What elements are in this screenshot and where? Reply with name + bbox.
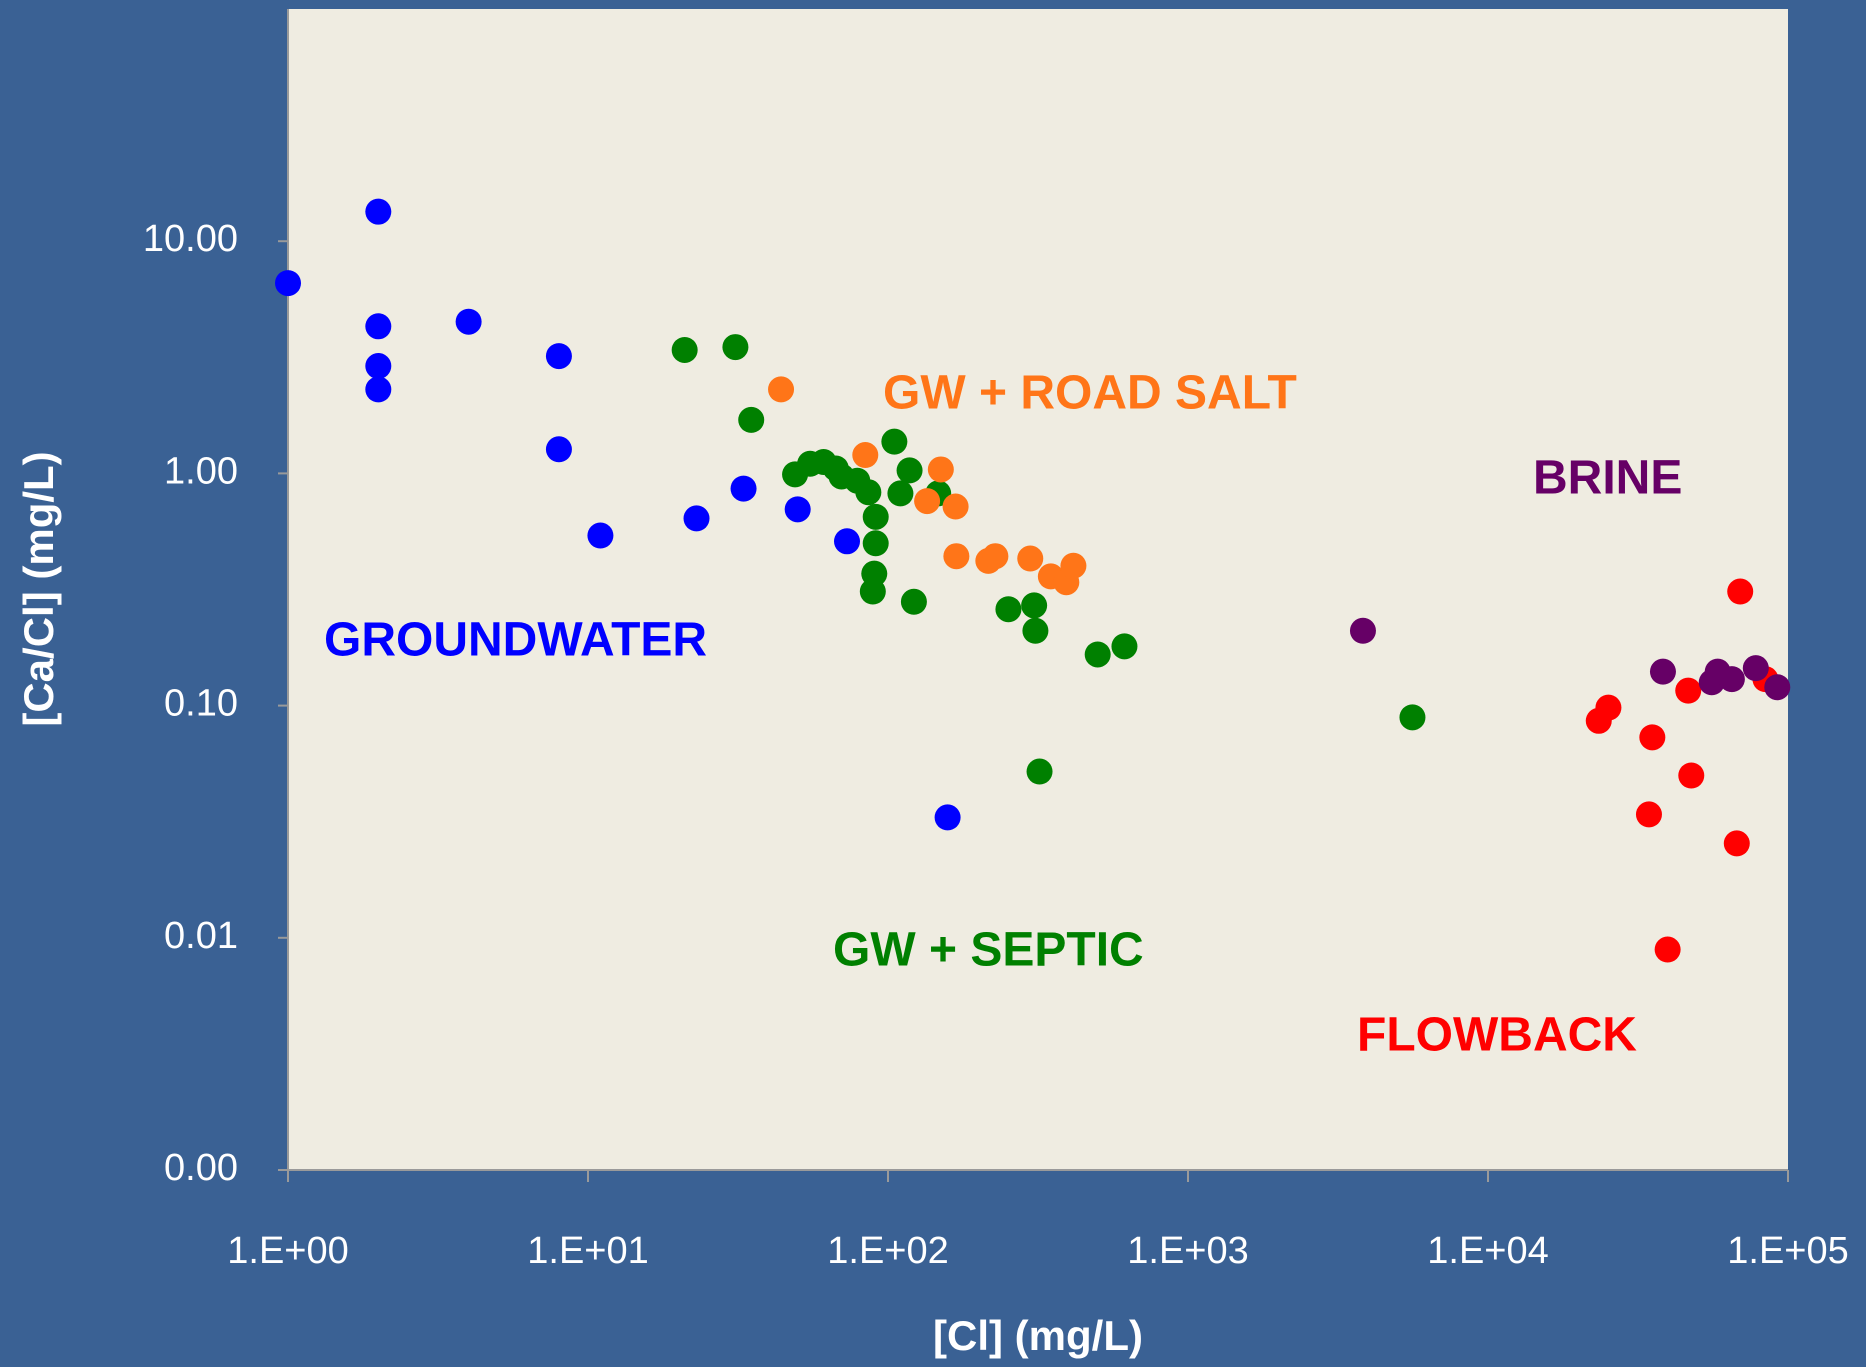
point: [730, 475, 757, 502]
point: [1060, 552, 1087, 579]
point: [934, 804, 961, 831]
x-tick-label: 1.E+01: [527, 1230, 649, 1272]
point: [1635, 801, 1662, 828]
point: [1026, 758, 1053, 785]
point: [1675, 677, 1702, 704]
y-tick-label: 0.10: [164, 683, 238, 725]
point: [587, 522, 614, 549]
point: [1723, 830, 1750, 857]
point: [1718, 666, 1745, 693]
point: [995, 596, 1022, 623]
point: [943, 543, 970, 570]
annotation: FLOWBACK: [1357, 1009, 1637, 1062]
point: [365, 353, 392, 380]
point: [900, 588, 927, 615]
point: [1349, 617, 1376, 644]
annotation: GROUNDWATER: [324, 614, 707, 667]
point: [859, 578, 886, 605]
point: [1764, 674, 1791, 701]
point: [1654, 936, 1681, 963]
point: [881, 428, 908, 455]
point: [365, 198, 392, 225]
point: [365, 376, 392, 403]
point: [1639, 724, 1666, 751]
x-tick-label: 1.E+05: [1727, 1230, 1849, 1272]
y-tick-label: 1.00: [164, 450, 238, 492]
annotation: BRINE: [1533, 452, 1682, 505]
point: [365, 313, 392, 340]
point: [914, 488, 941, 515]
x-tick-label: 1.E+04: [1427, 1230, 1549, 1272]
point: [683, 505, 710, 532]
point: [1678, 762, 1705, 789]
y-tick-label: 0.00: [164, 1147, 238, 1189]
plot-area: [288, 9, 1788, 1170]
x-tick-label: 1.E+00: [227, 1230, 349, 1272]
annotation: GW + ROAD SALT: [883, 367, 1297, 420]
point: [784, 496, 811, 523]
x-axis-title: [Cl] (mg/L): [933, 1312, 1143, 1359]
point: [1649, 658, 1676, 685]
point: [768, 376, 795, 403]
point: [1595, 694, 1622, 721]
point: [855, 479, 882, 506]
point: [1727, 578, 1754, 605]
point: [545, 436, 572, 463]
point: [455, 308, 482, 335]
x-tick-label: 1.E+03: [1127, 1230, 1249, 1272]
point: [1111, 633, 1138, 660]
point: [852, 442, 879, 469]
point: [1084, 641, 1111, 668]
point: [1021, 592, 1048, 619]
y-axis-title: [Ca/Cl] (mg/L): [15, 451, 62, 726]
point: [927, 456, 954, 483]
point: [862, 530, 889, 557]
point: [1399, 704, 1426, 731]
y-tick-label: 0.01: [164, 915, 238, 957]
x-tick-label: 1.E+02: [827, 1230, 949, 1272]
point: [982, 543, 1009, 570]
y-tick-label: 10.00: [143, 218, 238, 260]
point: [275, 270, 301, 297]
point: [862, 503, 889, 530]
point: [738, 406, 765, 433]
point: [1022, 617, 1049, 644]
point: [1017, 545, 1044, 572]
point: [833, 528, 860, 555]
point: [722, 334, 749, 361]
point: [896, 457, 923, 484]
annotation: GW + SEPTIC: [833, 924, 1144, 977]
point: [545, 343, 572, 370]
point: [1742, 655, 1769, 682]
point: [887, 480, 914, 507]
point: [671, 336, 698, 363]
point: [942, 493, 969, 520]
